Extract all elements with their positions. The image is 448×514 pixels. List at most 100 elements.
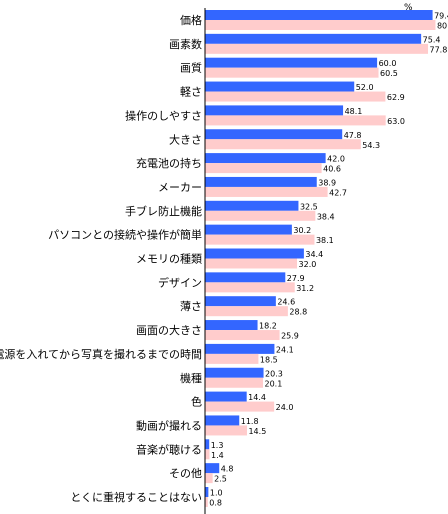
category-label: 操作のしやすさ: [125, 108, 202, 122]
bar: [205, 463, 220, 474]
data-label: 75.4: [423, 35, 441, 44]
bar: [205, 391, 247, 402]
bar: [205, 449, 210, 460]
category-label: 音楽が聴ける: [136, 442, 202, 456]
bar: [205, 43, 429, 54]
data-label: 24.1: [276, 345, 294, 354]
data-label: 42.0: [327, 155, 345, 164]
bar: [205, 153, 326, 164]
data-label: 47.8: [344, 131, 362, 140]
bar: [205, 320, 258, 331]
bar: [205, 415, 240, 426]
bar: [205, 81, 355, 92]
category-label: とくに重視することはない: [70, 490, 202, 504]
category-label: 電源を入れてから写真を撮れるまでの時間: [0, 347, 202, 361]
category-label: 価格: [180, 13, 202, 27]
data-label: 38.9: [318, 178, 336, 187]
data-label: 80.4: [437, 22, 448, 31]
category-label: 画質: [180, 61, 202, 75]
bar: [205, 296, 276, 307]
bar: [205, 401, 275, 412]
data-label: 1.3: [211, 441, 224, 450]
data-label: 77.8: [430, 45, 448, 54]
data-label: 11.8: [241, 417, 259, 426]
bar: [205, 210, 316, 221]
bar: [205, 224, 292, 235]
unit-label: %: [404, 3, 413, 13]
bar: [205, 343, 275, 354]
bar: [205, 105, 344, 116]
bar: [205, 497, 208, 507]
data-label: 24.6: [277, 298, 295, 307]
data-label: 40.6: [323, 165, 341, 174]
bar: [205, 306, 288, 317]
bar: [205, 163, 322, 174]
data-label: 52.0: [356, 83, 374, 92]
category-label: 画素数: [169, 38, 202, 51]
data-label: 32.0: [299, 260, 317, 269]
bar: [205, 176, 317, 187]
category-label: メモリの種類: [136, 252, 202, 266]
bar: [205, 439, 210, 450]
data-label: 60.0: [379, 59, 397, 68]
data-label: 28.8: [289, 308, 307, 317]
bar: [205, 330, 280, 341]
data-label: 20.3: [265, 369, 283, 378]
bar: [205, 10, 433, 20]
data-label: 30.2: [293, 226, 311, 235]
bar: [205, 282, 295, 293]
bar: [205, 272, 286, 283]
bar: [205, 377, 263, 388]
data-label: 62.9: [387, 93, 405, 102]
category-label: 画面の大きさ: [136, 323, 202, 337]
category-label: 軽さ: [180, 86, 202, 99]
bar: [205, 139, 361, 150]
data-label: 38.4: [317, 212, 335, 221]
bar: [205, 425, 247, 436]
data-label: 32.5: [300, 202, 318, 211]
bar: [205, 57, 378, 68]
data-label: 54.3: [362, 141, 380, 150]
data-label: 18.5: [260, 355, 278, 364]
data-label: 24.0: [276, 403, 294, 412]
category-label: 大きさ: [169, 132, 202, 146]
bar: [205, 115, 386, 126]
bar: [205, 258, 298, 269]
bar: [205, 234, 315, 245]
data-label: 63.0: [387, 117, 405, 126]
bar: [205, 248, 304, 259]
data-label: 14.5: [248, 427, 266, 436]
bar: [205, 487, 209, 497]
data-label: 25.9: [281, 332, 299, 341]
bar: [205, 200, 299, 211]
bar: [205, 353, 259, 364]
data-label: 14.4: [248, 393, 266, 402]
data-label: 27.9: [287, 274, 305, 283]
data-label: 34.4: [305, 250, 323, 259]
data-label: 20.1: [264, 379, 282, 388]
bar: [205, 91, 386, 102]
data-label: 18.2: [259, 322, 277, 331]
category-label: 充電池の持ち: [136, 156, 202, 170]
category-label: 薄さ: [180, 299, 202, 313]
category-label: メーカー: [158, 181, 202, 194]
data-label: 4.8: [221, 465, 234, 474]
data-label: 0.8: [209, 499, 222, 508]
data-label: 60.5: [380, 69, 398, 78]
data-label: 79.4: [434, 12, 448, 21]
bar: [205, 367, 264, 378]
category-label: 色: [191, 395, 202, 409]
data-label: 48.1: [345, 107, 363, 116]
bar: [205, 473, 213, 484]
category-label: 動画が撮れる: [136, 418, 202, 432]
category-label: パソコンとの接続や操作が簡単: [48, 228, 202, 242]
category-label: その他: [169, 467, 202, 480]
bar: [205, 129, 343, 140]
category-label: デザイン: [158, 275, 202, 289]
bar: [205, 186, 328, 197]
data-label: 2.5: [214, 475, 227, 484]
data-label: 31.2: [296, 284, 314, 293]
bar: [205, 33, 422, 44]
category-label: 機種: [180, 371, 202, 385]
